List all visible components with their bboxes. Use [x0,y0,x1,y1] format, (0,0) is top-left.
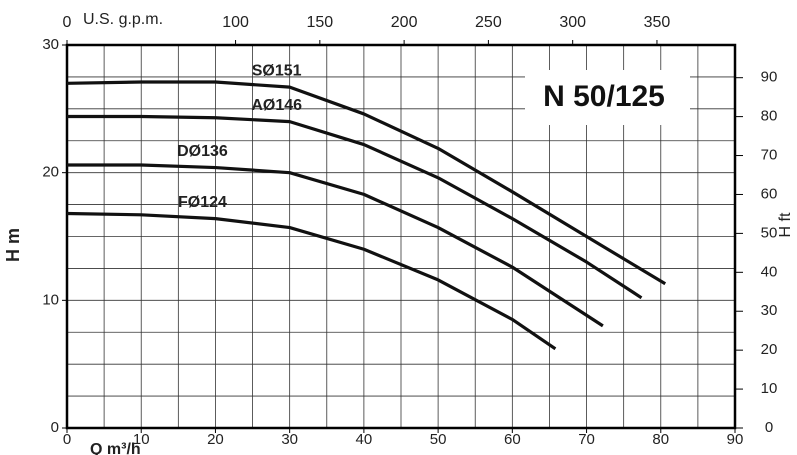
series-label: SØ151 [252,62,302,79]
y2-tick-label: 70 [761,147,778,164]
x-tick-label: 30 [281,431,298,448]
curve [67,114,643,300]
x2-tick-label: 150 [306,14,333,31]
series-label: FØ124 [178,194,227,211]
x2-tick-label: 350 [644,14,671,31]
y-axis-label: H m [3,228,23,262]
y2-tick-label: 20 [761,341,778,358]
y2-tick-label: 50 [761,224,778,241]
y2-axis-label: H ft [777,212,794,237]
y2-tick-label: 10 [761,380,778,397]
y-tick-label: 20 [42,164,59,181]
title-box [525,70,690,125]
y2-tick-label: 40 [761,263,778,280]
y2-tick-label: 80 [761,108,778,125]
x2-tick-label: 100 [222,14,249,31]
x2-axis-label: U.S. g.p.m. [83,11,163,28]
x2-tick-label: 0 [63,14,72,31]
plot-frame [65,43,737,430]
x-tick-label: 50 [430,431,447,448]
x-tick-label: 40 [356,431,373,448]
curve [66,80,667,286]
y2-tick-label: 60 [761,185,778,202]
y2-tick-label: 30 [761,302,778,319]
x2-tick-label: 200 [391,14,418,31]
series-label: AØ146 [251,97,302,114]
x-axis-label: Q m³/h [90,441,141,455]
y-tick-label: 10 [42,291,59,308]
x2-tick-label: 250 [475,14,502,31]
x-tick-label: 80 [652,431,669,448]
y2-tick-label: 0 [765,419,773,436]
x-tick-label: 70 [578,431,595,448]
x2-tick-label: 300 [559,14,586,31]
x-tick-label: 90 [727,431,744,448]
x-tick-label: 10 [133,431,150,448]
y-tick-label: 0 [51,419,59,436]
x-tick-label: 0 [63,431,71,448]
curve [67,163,604,328]
series-label: DØ136 [177,143,228,160]
x-tick-label: 20 [207,431,224,448]
curve [66,211,557,351]
x-tick-label: 60 [504,431,521,448]
y-tick-label: 30 [42,36,59,53]
y2-tick-label: 90 [761,69,778,86]
chart-title: N 50/125 [543,80,665,113]
